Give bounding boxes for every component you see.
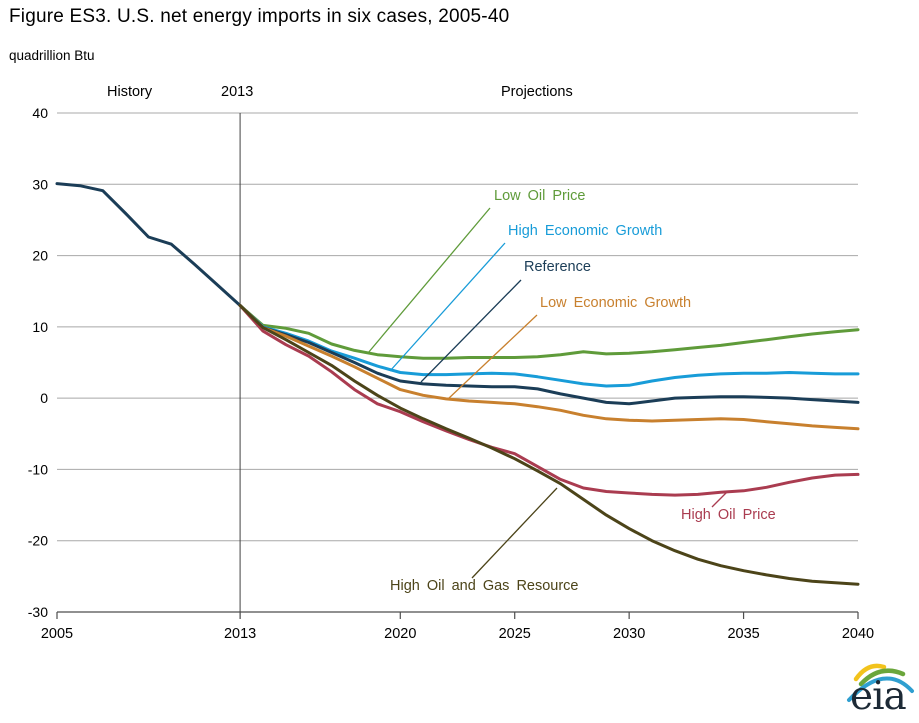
high-oil-and-gas-resource-leader-line [471, 487, 558, 579]
series-line-high-oil-and-gas-resource [238, 304, 860, 586]
series-line-history [55, 182, 242, 307]
y-tick-label-20: 20 [32, 248, 48, 264]
y-tick-label-0: 0 [40, 390, 48, 406]
series-line-reference [238, 304, 860, 406]
figure-title: Figure ES3. U.S. net energy imports in s… [9, 6, 510, 27]
divider-year-label: 2013 [221, 84, 254, 100]
series-line-low-economic-growth [238, 304, 860, 431]
eia-logo: eia [840, 656, 918, 720]
annotation-leader-lines [367, 207, 728, 579]
chart-plot-area: 40 30 20 10 0 -10 -20 -30 2005 2013 2020 2025 2030 20… [28, 105, 874, 642]
high-economic-growth-leader-line [389, 242, 506, 372]
eia-logo-swoosh [847, 663, 914, 702]
x-tick-label-2005: 2005 [41, 626, 73, 642]
high-economic-growth-label: High Economic Growth [508, 223, 663, 239]
x-tick-label-2013: 2013 [224, 626, 256, 642]
x-tick-label-2025: 2025 [499, 626, 531, 642]
high-oil-price-label: High Oil Price [681, 507, 776, 523]
reference-label: Reference [524, 259, 591, 275]
y-tick-label--10: -10 [28, 461, 48, 477]
x-tick-label-2040: 2040 [842, 626, 874, 642]
high-oil-price-leader-line [711, 491, 728, 508]
y-tick-label--20: -20 [28, 533, 48, 549]
y-tick-label-30: 30 [32, 176, 48, 192]
series-line-high-economic-growth [238, 304, 860, 388]
y-tick-label-40: 40 [32, 105, 48, 121]
reference-leader-line [420, 279, 522, 383]
logo-swoosh-yellow [853, 663, 887, 682]
history-region-label: History [107, 84, 153, 100]
low-economic-growth-label: Low Economic Growth [540, 295, 692, 311]
y-tick-label-10: 10 [32, 319, 48, 335]
x-tick-label-2030: 2030 [613, 626, 645, 642]
low-oil-price-label: Low Oil Price [494, 188, 586, 204]
logo-swoosh-green [858, 668, 906, 687]
high-oil-and-gas-resource-label: High Oil and Gas Resource [390, 578, 579, 594]
series-line-high-oil-price [238, 304, 860, 497]
logo-swoosh-blue [847, 676, 914, 702]
x-tick-label-2035: 2035 [727, 626, 759, 642]
chart-generated-layer: 40 30 20 10 0 -10 -20 -30 2005 2013 2020 2025 2030 20… [28, 105, 874, 642]
y-axis-unit-label: quadrillion Btu [9, 48, 95, 63]
series-line-low-oil-price [238, 304, 860, 360]
x-tick-label-2020: 2020 [384, 626, 416, 642]
low-oil-price-leader-line [367, 207, 491, 354]
eia-logo-text: eia [850, 674, 907, 719]
low-economic-growth-leader-line [447, 314, 538, 400]
y-tick-label--30: -30 [28, 604, 48, 620]
projections-region-label: Projections [501, 84, 573, 100]
